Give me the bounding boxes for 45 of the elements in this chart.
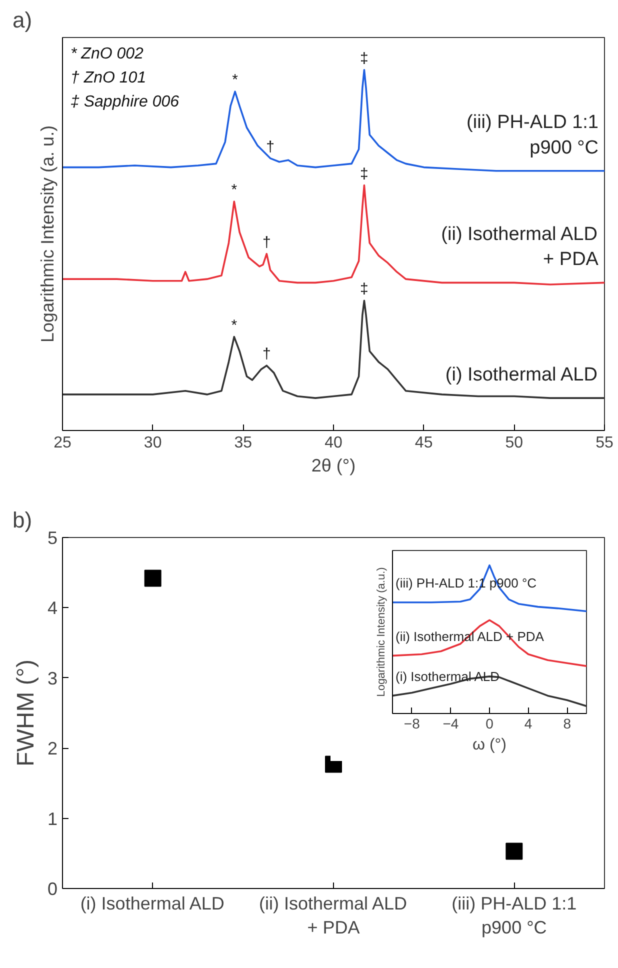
y-axis-title: Logarithmic Intensity (a.u.)	[376, 567, 388, 697]
x-tick-label: −8	[404, 716, 420, 732]
annotation: *	[231, 316, 238, 334]
point	[506, 842, 523, 860]
annotation: †	[262, 234, 271, 251]
text: * ZnO 002	[70, 46, 144, 62]
x-tick-label: 55	[596, 434, 614, 452]
annotation: ‡ Sapphire 006	[70, 94, 180, 110]
annotation: †	[262, 346, 271, 363]
chart-title: b)	[12, 508, 32, 532]
series-label: (i) Isothermal ALD	[445, 364, 598, 386]
x-tick-label: 40	[324, 434, 342, 452]
x-axis-title: 2θ (°)	[311, 456, 356, 476]
y-axis-title: Logarithmic Intensity (a. u.)	[38, 125, 58, 343]
y-tick-label: 3	[47, 668, 58, 688]
annotation: *	[231, 182, 238, 199]
chart-title: a)	[12, 8, 32, 32]
y-tick-label: 4	[47, 598, 58, 618]
x-axis-title: ω (°)	[472, 736, 507, 754]
y-tick-label: 5	[47, 528, 58, 548]
annotation: † ZnO 101	[70, 70, 146, 86]
x-tick-label: 25	[54, 434, 72, 452]
annotation: *	[232, 72, 238, 89]
x-tick-label: 45	[414, 434, 433, 452]
y-axis-title: FWHM (°)	[12, 660, 40, 766]
annotation: ‡	[360, 165, 368, 182]
annotation: ‡	[360, 50, 368, 67]
y-tick-label: 2	[47, 738, 58, 759]
x-tick-label: (i) Isothermal ALD	[80, 894, 224, 914]
x-tick-label: 35	[234, 434, 252, 452]
series-label: (iii) PH-ALD 1:1 p900 °C	[466, 112, 599, 158]
annotation: †	[266, 138, 274, 156]
series-label: (ii) Isothermal ALD + PDA	[441, 224, 599, 270]
x-tick-label: −4	[442, 716, 459, 732]
x-tick-label: 4	[524, 716, 532, 732]
x-tick-label: 30	[144, 434, 162, 452]
annotation: ‡	[360, 280, 368, 298]
x-tick-label: (iii) PH-ALD 1:1 p900 °C	[452, 894, 577, 938]
y-tick-label: 1	[47, 808, 58, 829]
x-tick-label: 50	[505, 434, 524, 452]
x-tick-label: 0	[486, 716, 494, 732]
x-tick-label: (ii) Isothermal ALD + PDA	[258, 894, 408, 938]
y-tick-label: 0	[47, 879, 58, 899]
point	[144, 570, 162, 587]
x-tick-label: 8	[563, 716, 572, 732]
